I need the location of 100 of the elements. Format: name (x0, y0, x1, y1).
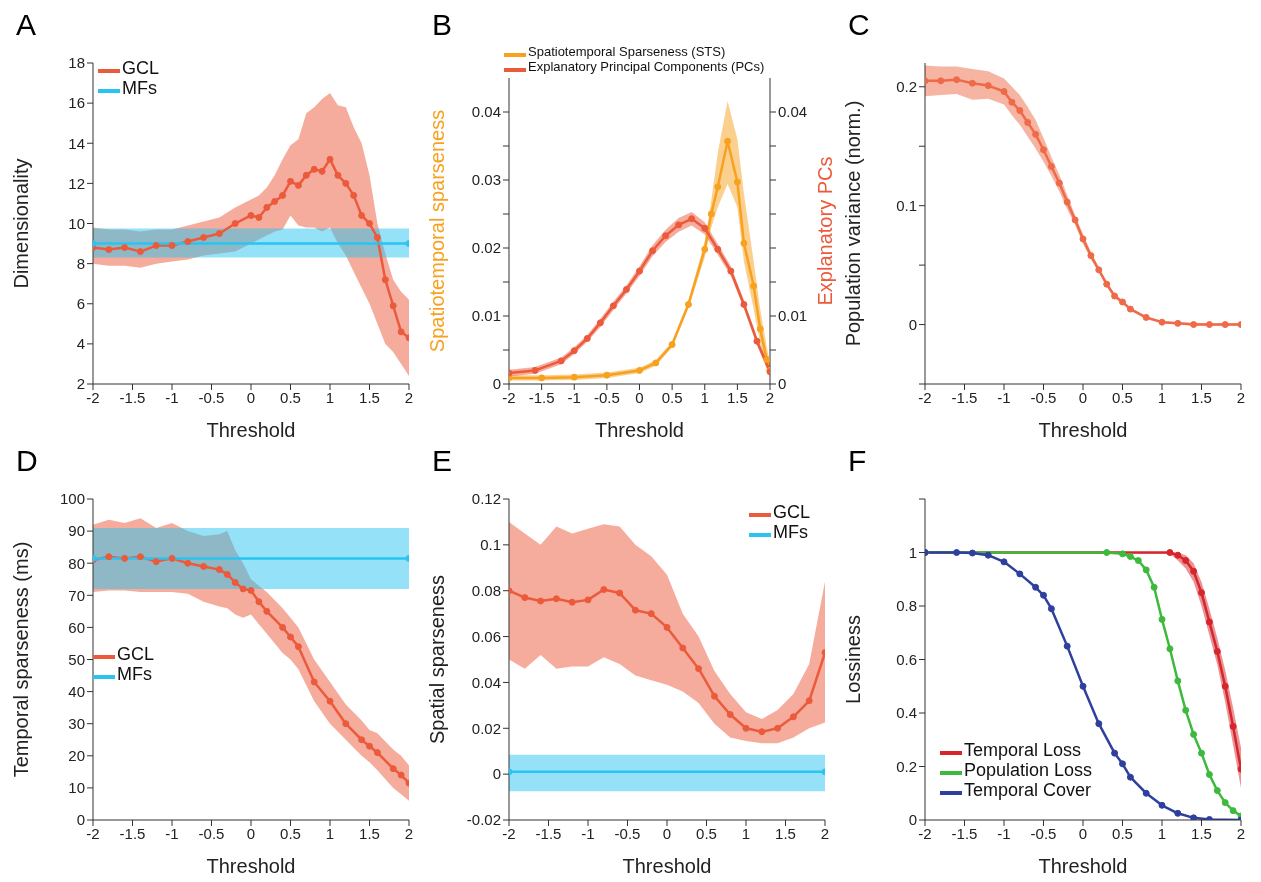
point (663, 623, 671, 631)
point (710, 692, 718, 700)
x-tick-label: 1 (1157, 388, 1167, 406)
point (763, 356, 770, 364)
y-axis-title: Spatial sparseness (426, 575, 449, 744)
x-tick-label: 2 (820, 824, 830, 842)
x-tick-label: -1 (165, 388, 179, 406)
y-tick-label: 0.01 (471, 307, 501, 325)
point (1190, 567, 1198, 575)
point (121, 554, 129, 562)
point (223, 570, 231, 578)
point (1126, 553, 1134, 561)
point (521, 594, 529, 602)
point (1047, 162, 1055, 170)
point (152, 558, 160, 566)
x-tick-label: 0.5 (696, 824, 717, 842)
y-tick-label: 0.02 (471, 239, 501, 257)
point (774, 724, 782, 732)
y-tick-label: 14 (68, 134, 85, 152)
x-tick-label: 0.5 (1112, 824, 1133, 842)
point (342, 179, 350, 187)
x-tick-label: 2 (765, 388, 775, 406)
x-tick-label: -2 (918, 824, 932, 842)
point (1103, 549, 1111, 556)
point (1221, 799, 1229, 807)
legend-label: Temporal Loss (964, 740, 1082, 760)
x-tick-label: 0 (662, 824, 672, 842)
x-tick-label: -1 (581, 824, 595, 842)
point (287, 633, 294, 641)
point (1000, 558, 1008, 566)
point (649, 247, 657, 255)
x-tick-label: -2 (86, 388, 100, 406)
y-tick-label: 90 (68, 522, 85, 540)
point (1158, 615, 1166, 623)
point (1158, 318, 1166, 326)
y-tick-label: 60 (68, 618, 85, 636)
point (389, 302, 397, 310)
point (1174, 319, 1182, 327)
point (1213, 647, 1221, 655)
point (239, 585, 247, 593)
x-axis-title: Threshold (1038, 855, 1128, 877)
y-axis-title: Spatiotemporal sparseness (426, 109, 449, 353)
point (724, 137, 732, 145)
point (1174, 809, 1182, 817)
y-tick-label: 0.1 (896, 196, 917, 214)
point (538, 374, 546, 382)
x-tick-label: -0.5 (198, 824, 225, 842)
point (1119, 760, 1126, 768)
point (200, 234, 208, 242)
chart-title: D (16, 444, 38, 478)
x-tick-label: 1 (1157, 824, 1167, 842)
point (1182, 706, 1190, 714)
point (105, 246, 113, 254)
point (742, 724, 750, 732)
point (622, 285, 630, 293)
point (294, 643, 302, 651)
legend-label: GCL (117, 644, 155, 664)
point (603, 371, 611, 379)
chart-title: A (16, 8, 37, 42)
x-tick-label: -0.5 (614, 824, 641, 842)
y-tick-label: 70 (68, 586, 85, 604)
point (373, 749, 381, 757)
point (255, 213, 263, 221)
point (1016, 570, 1024, 578)
x-axis-title: Threshold (206, 419, 296, 441)
point (1126, 305, 1134, 313)
point (1079, 235, 1087, 243)
point (1000, 88, 1008, 96)
point (152, 242, 160, 250)
y-tick-label: 0.03 (471, 171, 501, 189)
y-tick-label: 0 (492, 765, 501, 783)
point (326, 155, 334, 163)
point (121, 244, 129, 252)
y-tick-label: 0.8 (896, 597, 917, 615)
point (168, 554, 176, 562)
point (302, 171, 310, 179)
point (726, 711, 734, 719)
point (1119, 298, 1126, 306)
y-tick-label: 30 (68, 715, 85, 733)
point (1134, 557, 1142, 565)
x-axis-title: Threshold (1038, 419, 1128, 441)
x-tick-label: -1 (997, 824, 1011, 842)
y-tick-label: 18 (68, 54, 85, 72)
point (1016, 107, 1024, 115)
y-axis-title: Temporal sparseness (ms) (10, 541, 33, 778)
point (662, 232, 670, 240)
point (1111, 292, 1119, 300)
point (1047, 605, 1055, 613)
y2-tick-label: 0.04 (778, 103, 808, 121)
x-tick-label: 2 (404, 388, 414, 406)
x-tick-label: -1 (997, 388, 1011, 406)
legend-label: Explanatory Principal Components (PCs) (528, 59, 765, 74)
legend-label: MFs (117, 664, 152, 684)
point (695, 665, 703, 673)
y-tick-label: 0.4 (896, 704, 917, 722)
legend-label: Spatiotemporal Sparseness (STS) (528, 44, 726, 59)
point (215, 230, 223, 238)
point (647, 610, 655, 618)
point (583, 334, 591, 342)
x-tick-label: -1.5 (951, 388, 978, 406)
